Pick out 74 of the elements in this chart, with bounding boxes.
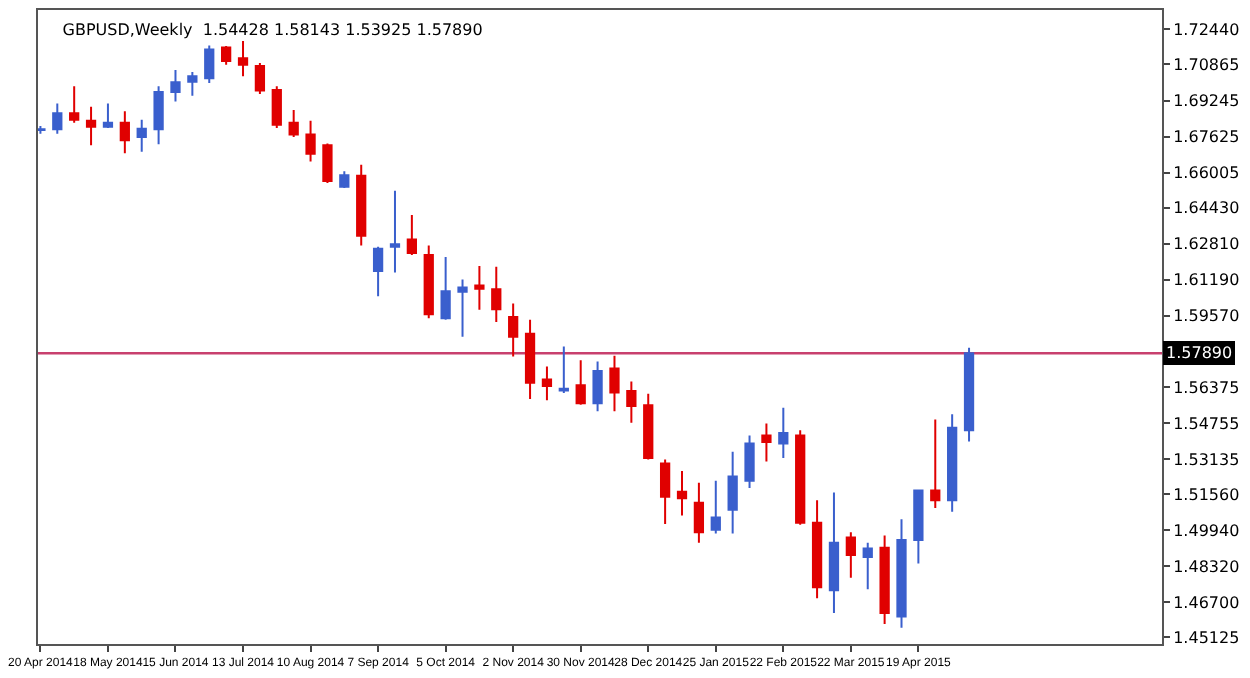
candlestick [744, 434, 755, 489]
candlestick [558, 345, 569, 395]
candlestick [372, 245, 384, 298]
ref-line-label: 1.57890 [1166, 344, 1233, 362]
candlestick [271, 85, 282, 129]
y-tick-label: 1.67625 [1173, 128, 1240, 147]
candlestick [389, 189, 401, 274]
candlestick [524, 318, 536, 400]
candlestick [913, 489, 924, 565]
candlestick [136, 118, 147, 153]
candlestick [406, 214, 417, 257]
y-tick-label: 1.59570 [1173, 307, 1240, 326]
candlestick [254, 61, 266, 95]
y-tick-label: 1.70865 [1173, 56, 1240, 75]
candlestick [474, 265, 485, 311]
candlestick [322, 142, 333, 184]
candlestick [659, 458, 671, 526]
candlestick [693, 481, 705, 544]
candlestick [862, 541, 873, 591]
candlestick [187, 70, 198, 97]
candlestick [541, 365, 553, 402]
candlestick [626, 380, 637, 424]
text: GBPUSD,Weekly 1.54428 1.58143 1.53925 1.57890 [62, 20, 483, 39]
candlestick [778, 406, 789, 460]
y-tick-label: 1.72440 [1173, 20, 1240, 39]
y-tick-label: 1.51560 [1173, 485, 1240, 504]
y-tick-label: 1.56375 [1173, 378, 1240, 397]
candlestick [676, 470, 688, 517]
y-tick-label: 1.46700 [1173, 593, 1240, 612]
candlestick [52, 102, 63, 135]
candlestick [85, 105, 97, 147]
candlestick [795, 429, 806, 526]
y-tick-label: 1.66005 [1173, 164, 1240, 183]
candlestick [896, 518, 907, 629]
candlestick [592, 360, 603, 413]
candlestick [879, 534, 890, 625]
candlestick [170, 68, 181, 103]
candlestick [947, 413, 958, 513]
candlestick [221, 45, 232, 66]
y-tick-label: 1.69245 [1173, 92, 1240, 111]
y-tick-label: 1.54755 [1173, 414, 1240, 433]
candlestick [710, 479, 721, 535]
y-tick-label: 1.53135 [1173, 450, 1240, 469]
candlestick [102, 102, 114, 129]
candlestick [761, 422, 772, 463]
candlestick [119, 110, 130, 155]
candlestick [204, 44, 215, 85]
candlestick [845, 531, 856, 579]
y-tick-label: 1.61190 [1173, 271, 1240, 290]
candlestick [356, 163, 367, 247]
candlestick [828, 491, 840, 615]
candlestick [305, 119, 316, 163]
candlestick [963, 346, 975, 443]
y-tick-label: 1.64430 [1173, 199, 1240, 218]
candlestick [575, 359, 586, 406]
y-tick-label: 1.45125 [1173, 629, 1240, 648]
candlestick [69, 85, 80, 124]
candlestick [288, 108, 299, 139]
y-tick-label: 1.48320 [1173, 557, 1240, 576]
candlestick [508, 302, 519, 358]
y-tick-label: 1.62810 [1173, 235, 1240, 254]
candlestick [423, 244, 434, 320]
candlestick [153, 85, 164, 146]
y-tick-label: 1.49940 [1173, 521, 1240, 540]
candlestick [643, 392, 654, 461]
candlestick [491, 265, 502, 324]
candlestick [339, 170, 350, 190]
candlestick [930, 418, 941, 509]
candlestick [237, 39, 249, 78]
candlestick [440, 256, 451, 321]
candlestick [811, 499, 823, 600]
candlestick [457, 278, 468, 338]
candlestick [727, 450, 738, 535]
candlestick [609, 354, 620, 413]
